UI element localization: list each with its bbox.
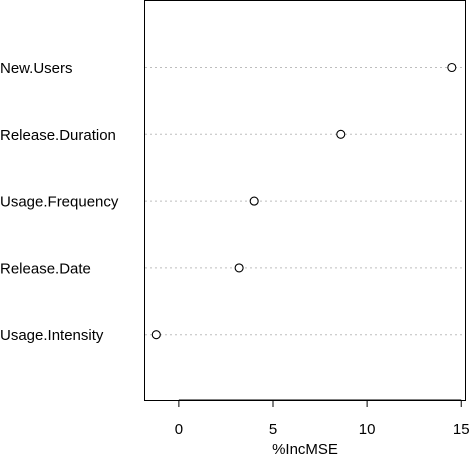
x-axis-label: %IncMSE: [272, 441, 338, 458]
data-point: [151, 330, 161, 340]
x-axis: 0 5 10 15: [175, 399, 470, 438]
data-point: [249, 196, 259, 206]
category-label: Usage.Frequency: [0, 194, 119, 211]
data-point: [447, 62, 457, 73]
category-label: Release.Date: [0, 260, 91, 277]
x-tick-label: 5: [269, 421, 277, 438]
x-tick-label: 0: [175, 421, 183, 438]
category-label: New.Users: [0, 60, 73, 77]
x-tick-label: 10: [359, 421, 376, 438]
data-points: [151, 62, 457, 340]
plot-frame: [144, 0, 466, 401]
data-point: [234, 263, 244, 273]
x-tick-label: 15: [453, 421, 470, 438]
guide-lines: [145, 67, 465, 336]
category-label: Release.Duration: [0, 127, 116, 144]
category-labels: New.Users Release.Duration Usage.Frequency…: [0, 60, 119, 344]
data-point: [336, 129, 346, 139]
category-label: Usage.Intensity: [0, 327, 104, 344]
